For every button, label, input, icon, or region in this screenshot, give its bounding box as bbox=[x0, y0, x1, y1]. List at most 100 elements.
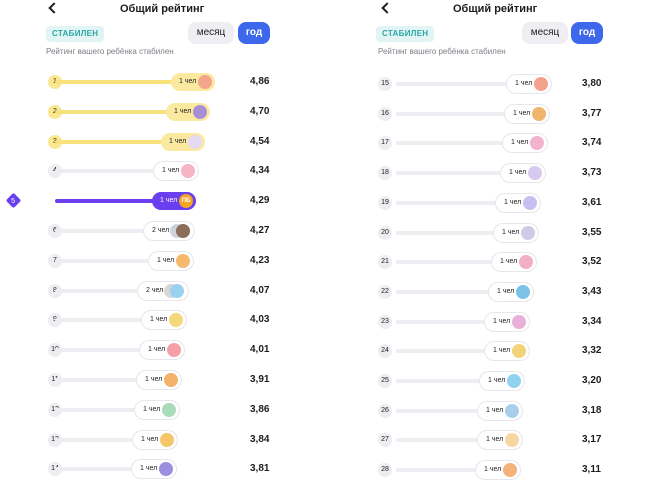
rank-label: 16 bbox=[381, 109, 389, 117]
count-label: 1 чел bbox=[157, 256, 175, 264]
score-value: 3,80 bbox=[582, 78, 602, 89]
progress-bar bbox=[55, 258, 171, 263]
progress-bar bbox=[396, 438, 500, 443]
count-label: 1 чел bbox=[486, 436, 504, 444]
count-pill: 1 чел bbox=[494, 223, 538, 242]
avatar-face-icon bbox=[512, 344, 526, 359]
header: Общий рейтинг bbox=[366, 0, 656, 18]
avatar-group bbox=[164, 283, 184, 298]
score-value: 4,03 bbox=[250, 314, 270, 326]
count-label: 1 чел bbox=[150, 316, 168, 324]
count-pill: 1 чел bbox=[489, 282, 533, 301]
list-item[interactable]: 28 1 чел 3,11 bbox=[366, 459, 656, 481]
progress-bar bbox=[396, 260, 514, 265]
count-pill: 1 чел bbox=[476, 461, 520, 480]
count-pill: 1 чел bbox=[485, 342, 529, 361]
progress-bar bbox=[55, 199, 174, 204]
progress-bar bbox=[55, 348, 162, 353]
progress-bar bbox=[396, 171, 523, 176]
list-item[interactable]: 27 1 чел 3,17 bbox=[366, 429, 656, 451]
period-year-button[interactable]: год bbox=[238, 22, 270, 44]
progress-bar bbox=[396, 319, 507, 324]
count-pill: 2 чел bbox=[144, 222, 194, 240]
rank-label: 13 bbox=[51, 436, 59, 443]
progress-bar bbox=[55, 229, 169, 233]
count-pill: 1 чел bbox=[492, 253, 536, 272]
back-arrow-icon[interactable] bbox=[48, 2, 60, 14]
list-item[interactable]: 5 1 чел ПБ 4,29 bbox=[0, 190, 300, 212]
rank-number: 27 bbox=[378, 433, 392, 448]
period-month-button[interactable]: месяц bbox=[522, 22, 568, 44]
count-pill: 1 чел ПБ bbox=[152, 192, 196, 211]
avatar-face-icon bbox=[181, 164, 195, 179]
count-pill: 1 чел bbox=[140, 341, 184, 360]
count-pill: 1 чел bbox=[132, 460, 176, 479]
rank-label: 22 bbox=[381, 287, 389, 295]
rank-label: 5 bbox=[10, 197, 15, 205]
list-item[interactable]: 10 1 чел 4,01 bbox=[0, 339, 300, 361]
rank-label: 18 bbox=[381, 169, 389, 177]
avatar-face-icon bbox=[176, 224, 190, 238]
list-item[interactable]: 13 1 чел 3,84 bbox=[0, 429, 300, 451]
page-title: Общий рейтинг bbox=[120, 3, 205, 15]
progress-bar bbox=[396, 200, 518, 205]
list-item[interactable]: 12 1 чел 3,86 bbox=[0, 399, 300, 421]
progress-bar bbox=[396, 289, 511, 294]
count-label: 1 чел bbox=[513, 109, 531, 117]
count-pill: 1 чел bbox=[485, 312, 529, 331]
count-label: 1 чел bbox=[160, 197, 178, 205]
count-pill: 1 чел bbox=[166, 102, 210, 121]
progress-bar bbox=[55, 437, 155, 442]
list-item[interactable]: 15 1 чел 3,80 bbox=[366, 73, 656, 95]
count-pill: 1 чел bbox=[478, 401, 522, 420]
progress-bar bbox=[55, 80, 193, 84]
list-item[interactable]: 23 1 чел 3,34 bbox=[366, 311, 656, 333]
back-arrow-icon[interactable] bbox=[381, 2, 393, 14]
period-month-button[interactable]: месяц bbox=[188, 22, 234, 44]
rating-panel-left: Общий рейтинг СТАБИЛЕН месяц год Рейтинг… bbox=[0, 0, 300, 492]
list-item[interactable]: 26 1 чел 3,18 bbox=[366, 400, 656, 422]
avatar-face-icon bbox=[198, 75, 212, 89]
rank-number: 5 bbox=[5, 192, 22, 209]
list-item[interactable]: 20 1 чел 3,55 bbox=[366, 222, 656, 244]
status-badge: СТАБИЛЕН bbox=[46, 26, 105, 42]
avatar-face-icon bbox=[193, 104, 207, 119]
progress-bar bbox=[55, 109, 188, 114]
list-item[interactable]: 17 1 чел 3,74 bbox=[366, 132, 656, 154]
avatar-face-icon bbox=[528, 166, 542, 181]
rank-number: 23 bbox=[378, 314, 392, 329]
list-item[interactable]: 14 1 чел 3,81 bbox=[0, 458, 300, 480]
list-item[interactable]: 21 1 чел 3,52 bbox=[366, 251, 656, 273]
list-item[interactable]: 18 1 чел 3,73 bbox=[366, 162, 656, 184]
score-value: 4,27 bbox=[250, 225, 270, 236]
list-item[interactable]: 22 1 чел 3,43 bbox=[366, 281, 656, 303]
count-pill: 1 чел bbox=[480, 372, 524, 390]
avatar-face-icon bbox=[512, 314, 526, 329]
rank-number: 26 bbox=[378, 403, 392, 418]
count-pill: 1 чел bbox=[507, 75, 551, 93]
rank-label: 26 bbox=[381, 406, 389, 414]
list-item[interactable]: 24 1 чел 3,32 bbox=[366, 340, 656, 362]
list-item[interactable]: 25 1 чел 3,20 bbox=[366, 370, 656, 392]
avatar-face-icon bbox=[534, 77, 548, 91]
rank-number: 17 bbox=[378, 136, 392, 151]
count-pill: 1 чел bbox=[149, 251, 193, 270]
progress-bar bbox=[396, 379, 502, 383]
score-value: 4,86 bbox=[250, 76, 270, 87]
list-item[interactable]: 16 1 чел 3,77 bbox=[366, 103, 656, 125]
period-year-button[interactable]: год bbox=[571, 22, 603, 44]
avatar-face-icon bbox=[503, 463, 517, 478]
avatar-face-icon bbox=[170, 283, 184, 298]
list-item[interactable]: 19 1 чел 3,61 bbox=[366, 192, 656, 214]
rank-number: 22 bbox=[378, 284, 392, 299]
count-label: 2 чел bbox=[152, 227, 170, 234]
